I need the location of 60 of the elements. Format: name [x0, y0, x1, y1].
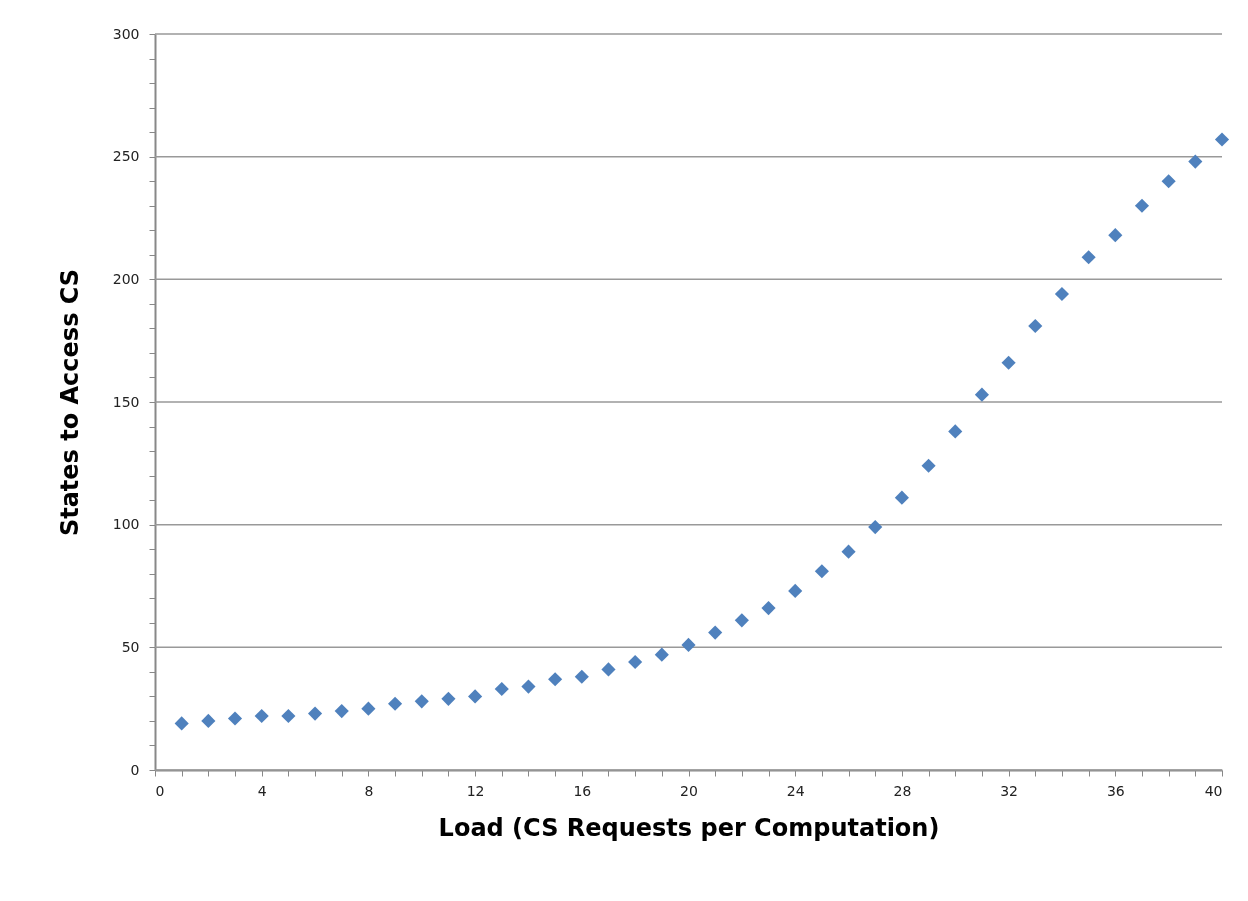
- point: [788, 583, 803, 598]
- point: [761, 601, 776, 616]
- point: [201, 713, 216, 728]
- point: [468, 689, 483, 704]
- y-tick-label: 0: [130, 761, 140, 778]
- x-tick-label: 20: [680, 782, 698, 799]
- point: [1188, 154, 1203, 169]
- point: [1001, 355, 1016, 370]
- y-tick-label: 300: [112, 25, 140, 42]
- point: [921, 458, 936, 473]
- point: [654, 647, 669, 662]
- x-tick-label: 28: [893, 782, 912, 799]
- y-tick-label: 100: [112, 516, 140, 533]
- y-tick-label: 200: [112, 270, 140, 287]
- x-tick-label: 40: [1204, 782, 1223, 799]
- point: [574, 669, 589, 684]
- point: [174, 716, 189, 731]
- point: [1081, 250, 1096, 265]
- point: [1108, 228, 1123, 243]
- point: [628, 654, 643, 670]
- point: [441, 691, 456, 706]
- x-tick-label: 8: [364, 782, 374, 799]
- point: [1161, 174, 1176, 189]
- point: [1134, 198, 1150, 213]
- point: [227, 711, 243, 726]
- point: [1028, 318, 1043, 334]
- point: [494, 681, 509, 697]
- y-tick-label: 50: [121, 638, 140, 655]
- x-tick-label: 16: [573, 782, 592, 799]
- point: [948, 424, 963, 439]
- y-tick-label: 250: [112, 148, 140, 165]
- y-axis-title: States to Access CS: [55, 268, 84, 537]
- point: [734, 613, 749, 628]
- point: [361, 701, 376, 716]
- point: [868, 520, 883, 535]
- x-tick-label: 24: [786, 782, 805, 799]
- point: [548, 672, 563, 687]
- point: [814, 564, 829, 579]
- point: [974, 387, 989, 402]
- point: [281, 708, 296, 724]
- x-tick-label: 0: [155, 782, 165, 799]
- x-tick-label: 4: [257, 782, 267, 799]
- point: [1054, 286, 1070, 302]
- point: [708, 625, 723, 640]
- point: [388, 696, 403, 711]
- point: [681, 637, 696, 652]
- x-tick-label: 36: [1106, 782, 1125, 799]
- x-axis-title: Load (CS Requests per Computation): [438, 813, 940, 842]
- point: [254, 708, 269, 724]
- point: [521, 679, 536, 694]
- point: [307, 706, 323, 721]
- x-tick-label: 12: [466, 782, 485, 799]
- y-tick-label: 150: [112, 393, 140, 410]
- point: [1214, 132, 1230, 147]
- point: [894, 490, 909, 505]
- x-tick-label: 32: [1000, 782, 1019, 799]
- point: [414, 694, 429, 709]
- point: [334, 704, 349, 719]
- point: [601, 662, 616, 677]
- point: [841, 544, 856, 559]
